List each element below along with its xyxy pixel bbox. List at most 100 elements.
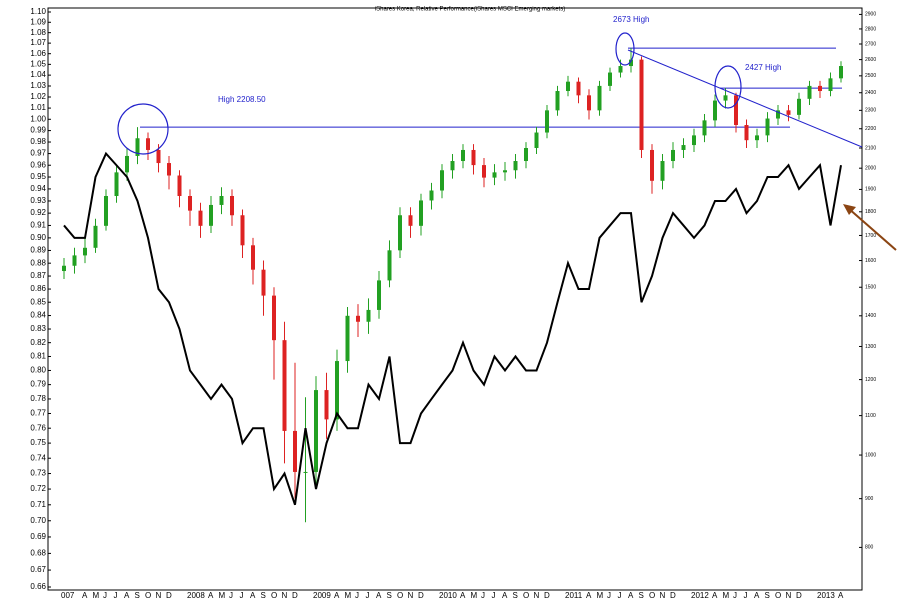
x-tick-label: J xyxy=(103,591,107,600)
candle-body xyxy=(755,135,759,141)
x-tick-label: J xyxy=(733,591,737,600)
x-tick-label: N xyxy=(786,591,792,600)
y2-tick-label: 2100 xyxy=(865,145,876,151)
x-tick-label: O xyxy=(271,591,277,600)
x-tick-label: J xyxy=(744,591,748,600)
candle-body xyxy=(62,265,66,272)
y-tick-label: 1.08 xyxy=(30,28,46,37)
candle-body xyxy=(440,170,444,191)
x-tick-label: S xyxy=(639,591,644,600)
x-tick-label: O xyxy=(523,591,529,600)
candle-body xyxy=(240,215,245,246)
level-label: High 2208.50 xyxy=(218,95,266,104)
candle-body xyxy=(345,315,350,362)
level-label: 2673 High xyxy=(613,15,649,24)
y2-tick-label: 1800 xyxy=(865,209,876,215)
x-tick-label: D xyxy=(796,591,802,600)
x-tick-label: S xyxy=(513,591,518,600)
x-tick-label: O xyxy=(145,591,151,600)
y-tick-label: 0.77 xyxy=(30,409,46,418)
trend-line xyxy=(627,49,863,148)
x-tick-label: S xyxy=(261,591,266,600)
x-tick-label: M xyxy=(219,591,226,600)
candle-body xyxy=(282,340,287,431)
candle-body xyxy=(125,155,129,173)
candle-body xyxy=(177,175,182,197)
y-tick-label: 0.91 xyxy=(30,221,46,230)
candle-body xyxy=(198,210,203,226)
y2-tick-label: 1600 xyxy=(865,258,876,264)
y2-tick-label: 2900 xyxy=(865,12,876,18)
candle-body xyxy=(524,147,528,162)
candle-body xyxy=(261,269,266,296)
x-tick-label: J xyxy=(240,591,244,600)
y2-tick-label: 1900 xyxy=(865,187,876,193)
candle-body xyxy=(587,95,591,111)
candle-body xyxy=(534,132,539,148)
y-tick-label: 0.67 xyxy=(30,565,46,574)
candle-body xyxy=(272,295,276,341)
level-label: 2427 High xyxy=(745,63,781,72)
candle-body xyxy=(356,315,360,322)
candle-body xyxy=(188,196,192,211)
candle-body xyxy=(629,59,633,67)
candle-body xyxy=(114,172,119,197)
candle-body xyxy=(660,161,665,181)
y-tick-label: 0.78 xyxy=(30,394,46,403)
y-tick-label: 0.80 xyxy=(30,366,46,375)
x-tick-label: S xyxy=(387,591,392,600)
x-tick-label: J xyxy=(618,591,622,600)
x-tick-label: A xyxy=(250,591,256,600)
candle-body xyxy=(366,309,371,322)
y2-tick-label: 800 xyxy=(865,545,874,551)
x-tick-label: A xyxy=(460,591,466,600)
y-tick-label: 1.01 xyxy=(30,103,46,112)
x-tick-label: N xyxy=(282,591,288,600)
candle-body xyxy=(692,135,696,146)
y-tick-label: 0.84 xyxy=(30,311,46,320)
y-tick-label: 0.99 xyxy=(30,126,46,135)
y2-tick-label: 1000 xyxy=(865,452,876,458)
x-tick-label: J xyxy=(492,591,496,600)
x-tick-label: O xyxy=(775,591,781,600)
x-tick-label: A xyxy=(376,591,382,600)
x-tick-label: 2008 xyxy=(187,591,205,600)
x-tick-label: D xyxy=(670,591,676,600)
candle-body xyxy=(209,204,213,226)
candle-body xyxy=(156,149,161,164)
y-tick-label: 0.73 xyxy=(30,469,46,478)
candle-body xyxy=(398,215,402,251)
y2-tick-label: 1200 xyxy=(865,377,876,383)
candle-body xyxy=(702,120,707,136)
y-tick-label: 0.98 xyxy=(30,137,46,146)
candle-body xyxy=(734,95,738,126)
x-tick-label: O xyxy=(649,591,655,600)
y-tick-label: 0.97 xyxy=(30,149,46,158)
y-tick-label: 0.83 xyxy=(30,324,46,333)
x-tick-label: 2012 xyxy=(691,591,709,600)
candle-body xyxy=(167,163,171,176)
y2-tick-label: 2600 xyxy=(865,57,876,63)
x-tick-label: A xyxy=(208,591,214,600)
y2-tick-label: 1100 xyxy=(865,413,876,419)
y2-tick-label: 2800 xyxy=(865,26,876,32)
y-tick-label: 1.10 xyxy=(30,7,46,16)
x-tick-label: J xyxy=(114,591,118,600)
candle-body xyxy=(93,225,98,248)
y-tick-label: 1.04 xyxy=(30,70,46,79)
y-tick-label: 0.66 xyxy=(30,582,46,591)
x-tick-label: N xyxy=(156,591,162,600)
y2-tick-label: 1700 xyxy=(865,233,876,239)
y-tick-label: 1.09 xyxy=(30,17,46,26)
y-tick-label: 1.02 xyxy=(30,92,46,101)
candle-body xyxy=(219,196,224,205)
y-tick-label: 1.00 xyxy=(30,114,46,123)
x-tick-label: N xyxy=(534,591,540,600)
y-tick-label: 0.71 xyxy=(30,500,46,509)
x-tick-label: J xyxy=(481,591,485,600)
y-tick-label: 0.90 xyxy=(30,233,46,242)
x-tick-label: 2013 xyxy=(817,591,835,600)
x-tick-label: A xyxy=(82,591,88,600)
x-tick-label: M xyxy=(345,591,352,600)
y-tick-label: 0.89 xyxy=(30,246,46,255)
